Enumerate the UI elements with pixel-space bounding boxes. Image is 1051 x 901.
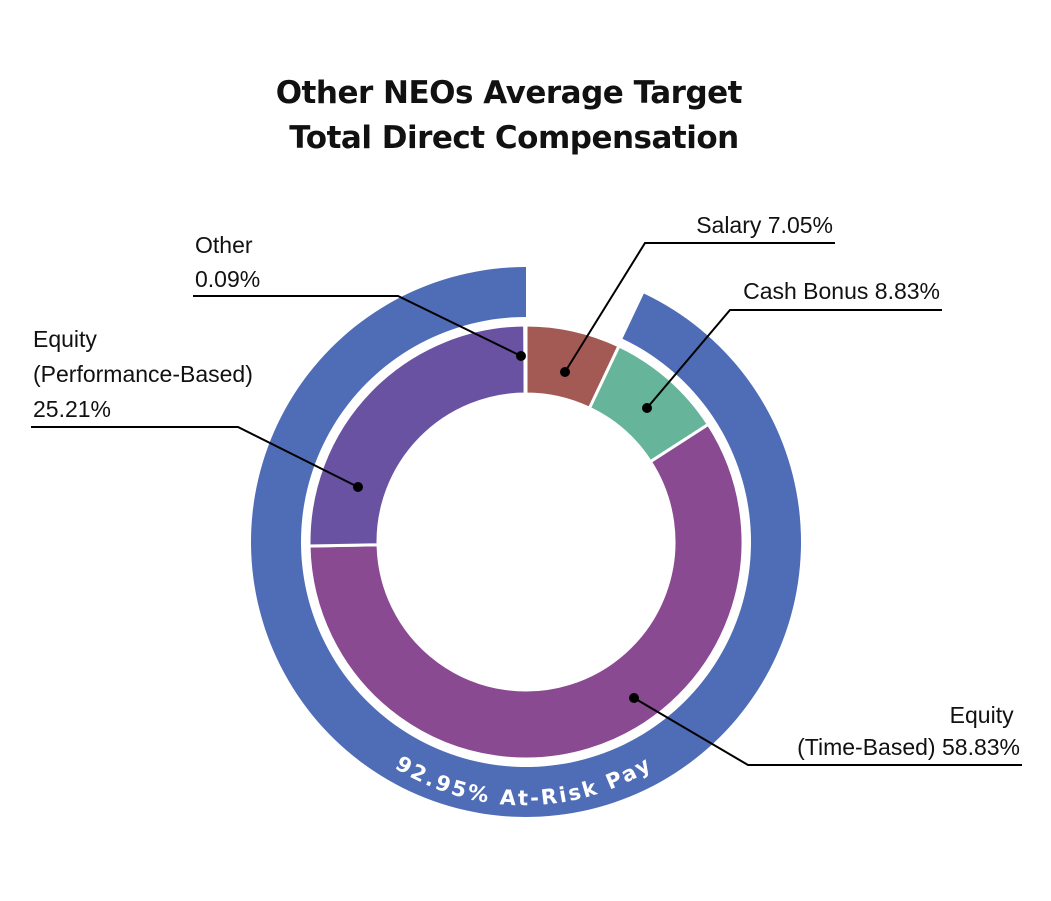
leader-line-equity-performance [31,426,359,488]
chart-title: Other NEOs Average Target Total Direct C… [276,75,753,156]
label-equity-time: Equity (Time-Based) 58.83% [797,702,1020,760]
chart-title-line-1: Other NEOs Average Target [276,75,743,111]
leader-dot-other [516,351,526,361]
leader-line-cash-bonus [646,309,942,409]
leader-dot-equity-performance [353,482,363,492]
leader-line-other [193,295,522,357]
label-equity-time-line-1: Equity [950,702,1014,728]
label-salary-line-1: Salary 7.05% [696,212,833,238]
label-cash-bonus-line-1: Cash Bonus 8.83% [743,278,940,304]
leader-line-salary [564,242,835,373]
inner-slice-equity-time-based [307,422,745,761]
label-salary: Salary 7.05% [696,212,833,238]
leader-dot-salary [560,367,570,377]
label-equity-performance-line-1: Equity [33,326,97,352]
label-equity-performance-line-3: 25.21% [33,396,111,422]
chart-title-line-2: Total Direct Compensation [289,120,738,156]
leader-dot-equity-time [629,693,639,703]
leader-line-equity-time [633,697,1022,766]
label-other: Other 0.09% [195,232,260,292]
inner-ring [307,323,745,761]
inner-slice-other [523,323,528,396]
label-equity-time-line-2: (Time-Based) 58.83% [797,734,1020,760]
label-cash-bonus: Cash Bonus 8.83% [743,278,940,304]
label-equity-performance: Equity (Performance-Based) 25.21% [33,326,259,422]
label-equity-performance-line-2: (Performance-Based) [33,361,253,387]
label-other-line-1: Other [195,232,253,258]
label-other-line-2: 0.09% [195,266,260,292]
leader-dot-cash-bonus [642,403,652,413]
